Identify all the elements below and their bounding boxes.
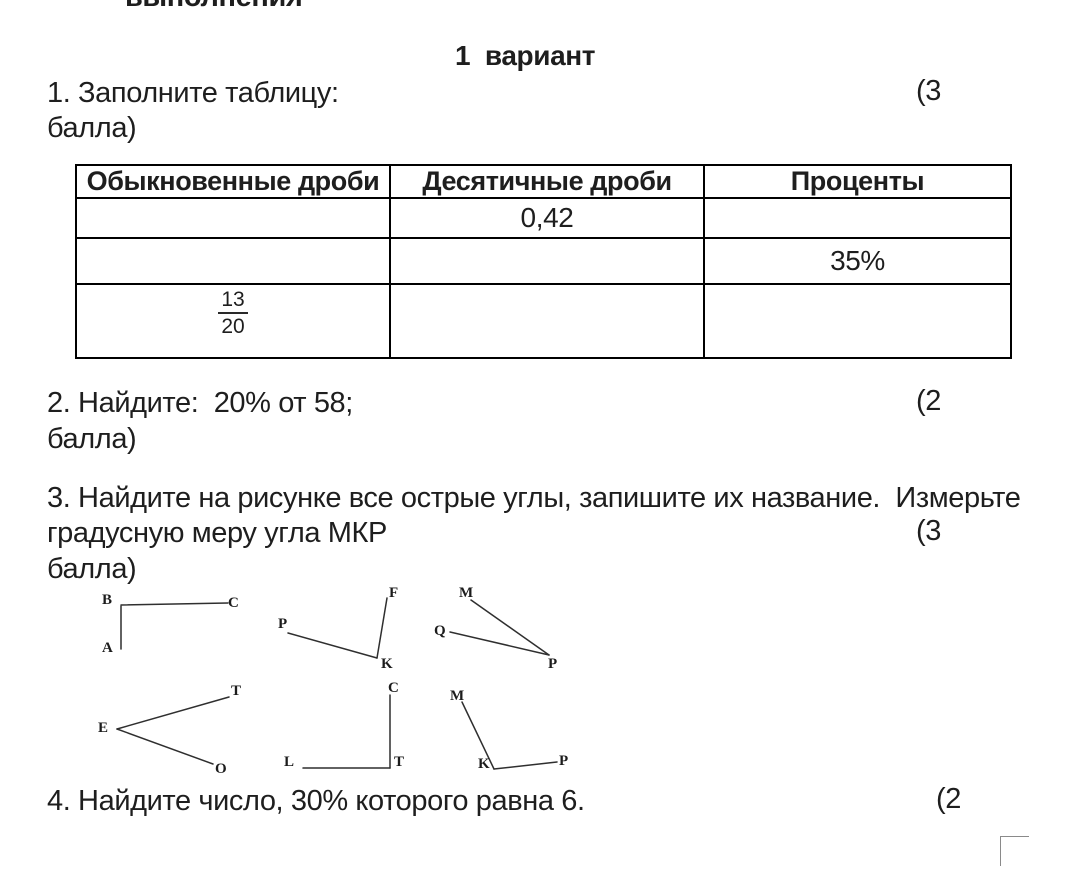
angle-label: B [102, 592, 112, 608]
angle-label: C [228, 595, 238, 611]
angle-label: T [394, 754, 404, 770]
table-cell-empty [75, 237, 391, 285]
task-3-text-line2: градусную меру угла МКР [47, 517, 387, 549]
angle-label: P [548, 656, 557, 672]
table-cell-empty [703, 283, 1012, 359]
angles-figure: B A C P F K M Q P E T O C L T M K P [98, 585, 568, 777]
table-header-row: Обыкновенные дроби Десятичные дроби Проц… [75, 164, 1012, 199]
table-header-percents: Проценты [703, 164, 1012, 199]
variant-heading: 1 вариант [455, 40, 596, 71]
fraction-denominator: 20 [221, 315, 245, 338]
angle-ray [449, 631, 550, 656]
fraction-numerator: 13 [218, 289, 248, 314]
angle-label: L [284, 754, 294, 770]
fraction-13-20: 13 20 [218, 289, 248, 338]
angle-ray [120, 602, 229, 606]
conversion-table: Обыкновенные дроби Десятичные дроби Проц… [75, 164, 1012, 359]
angle-label: M [459, 585, 473, 601]
task-3-points: (3 [916, 515, 941, 547]
task-1-points: (3 [916, 75, 941, 107]
table-cell-fraction: 13 20 [75, 283, 391, 359]
angle-ray [493, 761, 558, 770]
angle-ray [116, 728, 214, 765]
task-4-text: 4. Найдите число, 30% которого равна 6. [47, 785, 585, 817]
text-frame-corner-mark [1000, 836, 1029, 866]
angle-label: A [102, 640, 113, 656]
table-row: 35% [75, 237, 1012, 285]
angle-label: K [478, 756, 490, 772]
table-cell-empty [389, 237, 705, 285]
angle-label: T [231, 683, 241, 699]
angle-ray [470, 599, 550, 656]
angle-label: K [381, 656, 393, 672]
task-2-points-word: балла) [47, 423, 137, 455]
angle-ray [287, 632, 378, 659]
angle-label: Q [434, 623, 446, 639]
task-1-points-word: балла) [47, 112, 137, 144]
clipped-header-text: выполнения [125, 0, 303, 12]
table-cell-percent-value: 35% [703, 237, 1012, 285]
table-cell-decimal-value: 0,42 [389, 197, 705, 239]
task-2-text: 2. Найдите: 20% от 58; [47, 387, 353, 419]
angle-label: M [450, 688, 464, 704]
angle-label: O [215, 761, 226, 777]
table-row: 13 20 [75, 283, 1012, 359]
task-4-points: (2 [936, 783, 961, 815]
table-header-decimal-fractions: Десятичные дроби [389, 164, 705, 199]
task-2-points: (2 [916, 385, 941, 417]
angle-label: P [278, 616, 287, 632]
table-row: 0,42 [75, 197, 1012, 239]
table-header-common-fractions: Обыкновенные дроби [75, 164, 391, 199]
table-cell-empty [389, 283, 705, 359]
table-cell-empty [703, 197, 1012, 239]
task-3-points-word: балла) [47, 553, 137, 585]
table-cell-empty [75, 197, 391, 239]
angle-ray [461, 701, 495, 770]
task-3-text-line1: 3. Найдите на рисунке все острые углы, з… [47, 482, 1021, 514]
angle-ray [116, 696, 230, 730]
angle-label: C [388, 680, 398, 696]
angle-label: F [389, 585, 398, 601]
task-1-text: 1. Заполните таблицу: [47, 77, 339, 109]
angle-ray [376, 597, 388, 659]
angle-label: E [98, 720, 108, 736]
angle-label: P [559, 753, 568, 769]
